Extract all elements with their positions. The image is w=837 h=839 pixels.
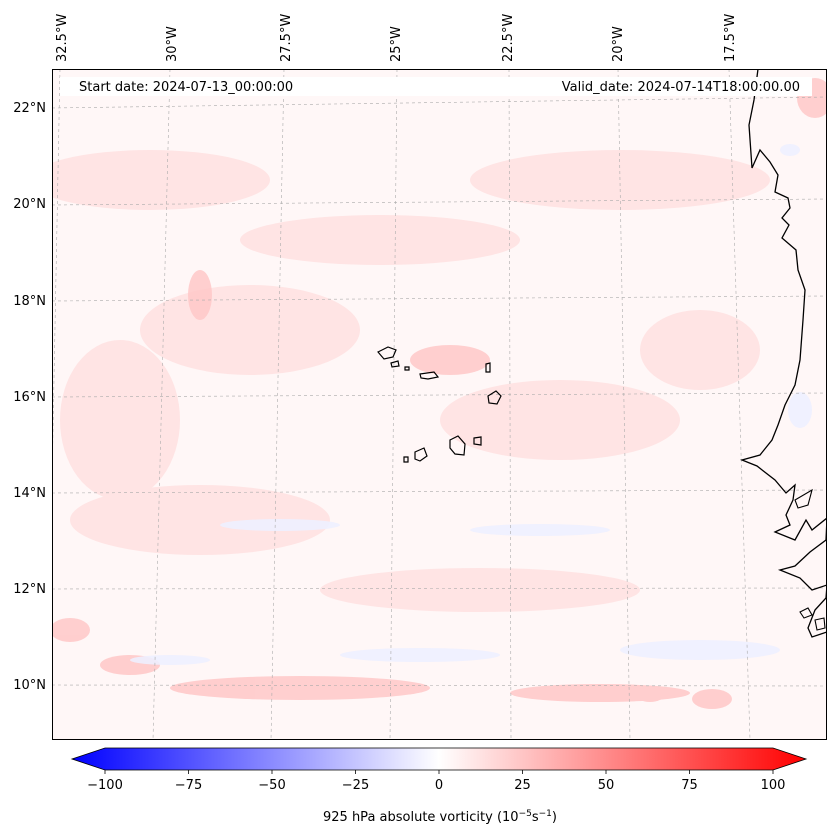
map-frame — [52, 69, 827, 740]
colorbar-tick-label: −75 — [175, 778, 202, 793]
colorbar-label: 925 hPa absolute vorticity (10−5s−1) — [323, 809, 557, 825]
colorbar-tick-label: −50 — [258, 778, 285, 793]
lon-label: 32.5°W — [55, 14, 70, 62]
lat-label: 12°N — [13, 582, 46, 597]
colorbar-tick-label: 0 — [435, 778, 443, 793]
lat-label: 18°N — [13, 294, 46, 309]
colorbar: −100 −75 −50 −25 0 25 50 75 100 925 hPa … — [70, 747, 808, 825]
coastline — [739, 69, 827, 638]
start-date-label: Start date: 2024-07-13_00:00:00 — [79, 80, 293, 95]
colorbar-tick-label: −100 — [87, 778, 123, 793]
colorbar-tick-marks — [104, 770, 774, 774]
lon-label: 30°W — [165, 26, 180, 62]
colorbar-tick-label: 100 — [761, 778, 786, 793]
vorticity-field — [52, 69, 827, 740]
islands — [377, 346, 502, 463]
lat-label: 16°N — [13, 390, 46, 405]
lon-label: 20°W — [611, 26, 626, 62]
colorbar-tick-label: 75 — [681, 778, 698, 793]
colorbar-ticks: −100 −75 −50 −25 0 25 50 75 100 — [87, 778, 785, 793]
lon-label: 27.5°W — [279, 14, 294, 62]
lon-label: 17.5°W — [723, 14, 738, 62]
colorbar-tick-label: 25 — [514, 778, 531, 793]
colorbar-tick-label: 50 — [598, 778, 615, 793]
lat-label: 10°N — [13, 678, 46, 693]
latitude-labels: 22°N 20°N 18°N 16°N 14°N 12°N 10°N — [13, 101, 46, 693]
lat-label: 20°N — [13, 197, 46, 212]
longitude-labels: 32.5°W 30°W 27.5°W 25°W 22.5°W 20°W 17.5… — [55, 14, 738, 62]
valid-date-label: Valid_date: 2024-07-14T18:00:00.00 — [562, 80, 800, 95]
lon-label: 22.5°W — [501, 14, 516, 62]
colorbar-tick-label: −25 — [342, 778, 369, 793]
lon-label: 25°W — [389, 26, 404, 62]
gridlines — [52, 69, 827, 740]
colorbar-scale — [70, 747, 808, 771]
annotation-band — [60, 77, 812, 96]
lat-label: 22°N — [13, 101, 46, 116]
lat-label: 14°N — [13, 486, 46, 501]
